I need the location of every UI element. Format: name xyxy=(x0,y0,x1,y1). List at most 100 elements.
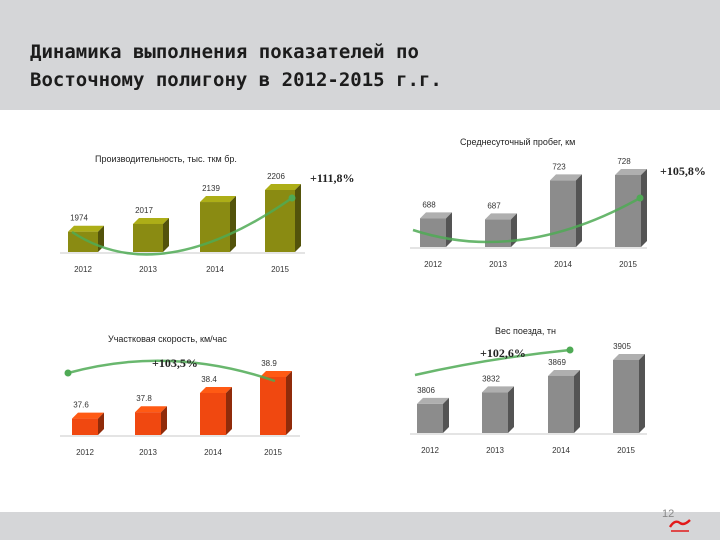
bar-2012 xyxy=(72,412,104,435)
bar-side xyxy=(295,184,301,252)
bar-2014 xyxy=(548,369,580,433)
bar-top xyxy=(265,184,301,190)
bar-2015 xyxy=(613,354,645,433)
data-label: 2206 xyxy=(267,172,285,181)
x-tick-label: 2013 xyxy=(489,260,507,269)
bar-side xyxy=(446,212,452,247)
chart-title: Вес поезда, тн xyxy=(495,326,556,336)
growth-label: +103,5% xyxy=(152,356,198,370)
growth-arrow xyxy=(71,196,293,256)
bar-top xyxy=(420,212,452,219)
chart-title: Производительность, тыс. ткм бр. xyxy=(95,154,237,164)
growth-arrow-head xyxy=(636,194,644,202)
bar-front xyxy=(550,180,576,247)
data-label: 3806 xyxy=(417,386,435,395)
bar-top xyxy=(260,371,292,377)
bar-side xyxy=(574,369,580,433)
data-label: 37.8 xyxy=(136,394,152,403)
data-label: 2017 xyxy=(135,206,153,215)
bar-2012 xyxy=(420,212,452,247)
data-label: 38.4 xyxy=(201,375,217,384)
bar-2015 xyxy=(615,169,647,247)
bar-top xyxy=(417,397,449,404)
bar-side xyxy=(230,196,236,252)
bar-side xyxy=(576,174,582,247)
bar-2012 xyxy=(417,397,449,433)
x-tick-label: 2015 xyxy=(271,265,289,274)
chart-section-speed: Участковая скорость, км/час 37.6 2012 37.8 2… xyxy=(60,334,300,457)
growth-label: +105,8% xyxy=(660,164,706,178)
chart-train-weight: Вес поезда, тн 3806 2012 3832 2013 3869 2014 39… xyxy=(410,326,647,455)
footer-bar xyxy=(0,512,720,540)
x-tick-label: 2012 xyxy=(74,265,92,274)
bar-front xyxy=(72,418,98,435)
data-label: 3869 xyxy=(548,358,566,367)
bar-top xyxy=(485,213,517,220)
bar-side xyxy=(641,169,647,247)
bar-top xyxy=(615,169,647,175)
growth-arrow-head xyxy=(566,346,574,354)
bar-front xyxy=(200,393,226,435)
bar-side xyxy=(639,354,645,433)
bar-side xyxy=(511,213,517,247)
data-label: 1974 xyxy=(70,214,88,223)
data-label: 688 xyxy=(422,200,436,209)
data-label: 687 xyxy=(487,201,501,210)
x-tick-label: 2015 xyxy=(617,446,635,455)
bar-top xyxy=(548,369,580,376)
bar-side xyxy=(286,371,292,435)
data-label: 723 xyxy=(552,162,566,171)
bar-top xyxy=(133,217,169,224)
growth-arrow-head xyxy=(64,369,72,377)
bar-top xyxy=(68,225,104,232)
growth-label: +102,6% xyxy=(480,346,526,360)
x-tick-label: 2014 xyxy=(206,265,224,274)
data-label: 37.6 xyxy=(73,401,89,410)
x-tick-label: 2014 xyxy=(554,260,572,269)
x-tick-label: 2013 xyxy=(486,446,504,455)
bar-front xyxy=(417,403,443,433)
x-tick-label: 2012 xyxy=(76,448,94,457)
bar-2014 xyxy=(200,387,232,435)
bar-top xyxy=(200,387,232,393)
x-tick-label: 2012 xyxy=(421,446,439,455)
bar-2012 xyxy=(68,225,104,252)
x-tick-label: 2012 xyxy=(424,260,442,269)
growth-label: +111,8% xyxy=(310,171,355,185)
page-number: 12 xyxy=(662,508,675,520)
x-tick-label: 2015 xyxy=(264,448,282,457)
bar-front xyxy=(613,360,639,433)
bar-top xyxy=(200,196,236,203)
bar-top xyxy=(135,406,167,413)
data-label: 3832 xyxy=(482,374,500,383)
bar-2015 xyxy=(265,184,301,252)
data-label: 728 xyxy=(617,157,631,166)
growth-arrow xyxy=(67,359,276,383)
x-tick-label: 2015 xyxy=(619,260,637,269)
title-banner xyxy=(0,0,720,110)
bar-front xyxy=(615,175,641,247)
bar-side xyxy=(161,406,167,435)
bar-2013 xyxy=(133,217,169,252)
chart-daily-run: Среднесуточный пробег, км 688 2012 687 2013 7… xyxy=(410,137,706,269)
growth-arrow xyxy=(414,348,571,377)
chart-title: Участковая скорость, км/час xyxy=(108,334,227,344)
bar-front xyxy=(133,223,163,252)
bar-side xyxy=(163,217,169,252)
chart-title: Среднесуточный пробег, км xyxy=(460,137,575,147)
bar-top xyxy=(72,412,104,419)
x-tick-label: 2013 xyxy=(139,265,157,274)
bar-front xyxy=(482,392,508,433)
chart-productivity: Производительность, тыс. ткм бр. 1974 2012… xyxy=(60,154,355,274)
data-label: 3905 xyxy=(613,342,631,351)
growth-arrow xyxy=(412,196,641,244)
bar-top xyxy=(550,174,582,181)
bar-side xyxy=(226,387,232,435)
bar-2013 xyxy=(135,406,167,435)
x-tick-label: 2014 xyxy=(204,448,222,457)
bar-top xyxy=(482,386,514,393)
data-label: 38.9 xyxy=(261,359,277,368)
bar-front xyxy=(260,377,286,435)
bar-front xyxy=(135,412,161,435)
slide-title: Динамика выполнения показателей по Восто… xyxy=(30,41,442,91)
